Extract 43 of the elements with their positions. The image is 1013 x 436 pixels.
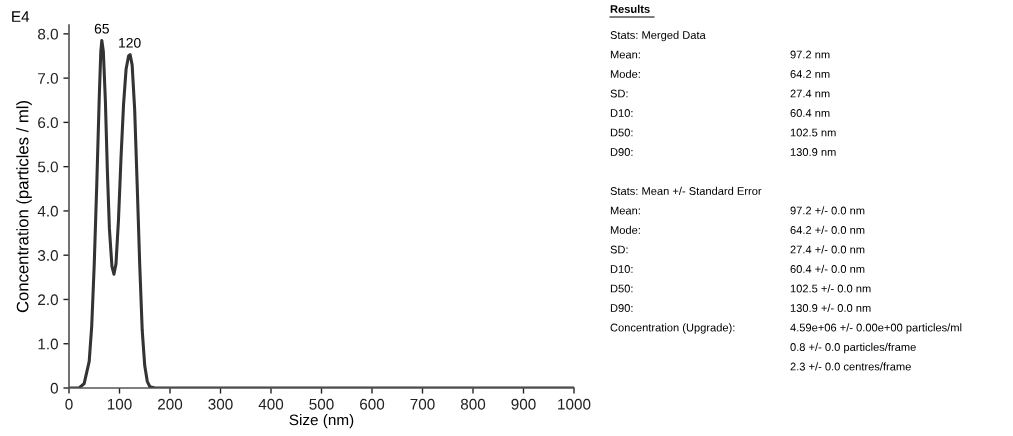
- y-tick-label: 7.0: [38, 72, 58, 84]
- x-tick-label: 700: [410, 398, 435, 410]
- y-tick-label: 1.0: [38, 338, 58, 350]
- text: SD: 27.4 nm: [610, 89, 830, 98]
- text: 0.8 +/- 0.0 particles/frame: [790, 342, 916, 354]
- text: D10: 60.4 +/- 0.0 nm: [610, 264, 865, 273]
- text: D10: 60.4 nm: [610, 109, 830, 117]
- text: Mean: 97.2 nm: [610, 50, 830, 59]
- text: SD: 27.4 +/- 0.0 nm: [610, 245, 865, 254]
- text: Stats: Mean +/- Standard Error: [610, 186, 762, 195]
- text: Mode: 64.2 +/- 0.0 nm: [610, 225, 865, 234]
- x-tick-label: 400: [258, 398, 284, 410]
- annotation: 120: [119, 37, 141, 48]
- y-tick-label: 0: [50, 382, 58, 394]
- text: D50: 102.5 +/- 0.0 nm: [610, 284, 871, 293]
- text: 2.3 +/- 0.0 centres/frame: [790, 362, 911, 371]
- text: Mean: 97.2 +/- 0.0 nm: [610, 206, 865, 215]
- y-tick-label: 6.0: [38, 117, 58, 129]
- text: Mode: 64.2 nm: [610, 69, 830, 78]
- y-tick-label: 2.0: [38, 294, 58, 306]
- y-axis-title: Concentration (particles / ml): [16, 101, 32, 313]
- text: D90: 130.9 nm: [610, 148, 836, 156]
- y-tick-label: 5.0: [37, 161, 58, 173]
- x-tick-label: 900: [511, 398, 536, 410]
- text: D90: 130.9 +/- 0.0 nm: [610, 303, 871, 312]
- x-tick-label: 1000: [558, 398, 591, 410]
- text: Concentration (Upgrade): 4.59e+06 +/- 0.00e+00 particles/ml: [610, 323, 962, 334]
- x-tick-label: 300: [208, 398, 233, 410]
- y-tick-label: 4.0: [37, 205, 58, 217]
- y-tick-label: 3.0: [37, 250, 58, 261]
- text: Stats: Merged Data: [610, 30, 706, 42]
- x-tick-label: 500: [309, 398, 334, 410]
- x-tick-label: 600: [360, 398, 385, 410]
- text: D50: 102.5 nm: [610, 128, 836, 137]
- x-tick-label: 200: [158, 398, 183, 410]
- x-axis-title: Size (nm): [289, 414, 354, 429]
- text: Results: [610, 4, 650, 13]
- x-tick-label: 100: [107, 398, 132, 410]
- text: E4: [12, 11, 30, 22]
- x-tick-label: 800: [460, 398, 486, 410]
- x-tick-label: 0: [65, 398, 73, 410]
- annotation: 65: [94, 23, 109, 34]
- y-tick-label: 8.0: [38, 28, 58, 40]
